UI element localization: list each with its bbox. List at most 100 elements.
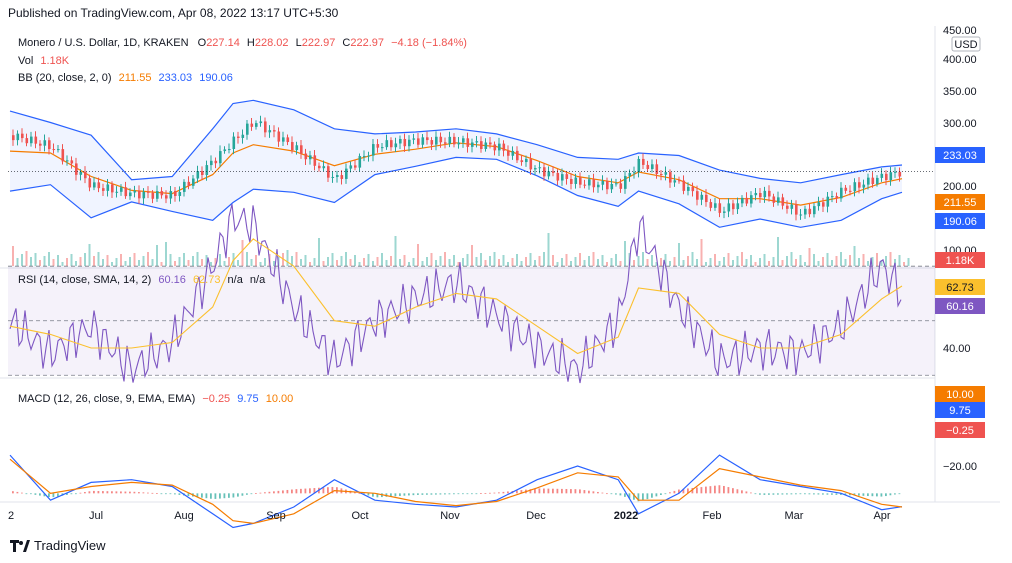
macd-axis[interactable]: −20.00 10.00 9.75 −0.25 — [935, 386, 985, 473]
candle-body — [804, 208, 807, 215]
price-axis[interactable]: 450.00400.00350.00300.00250.00200.00100.… — [935, 26, 985, 268]
candle-body — [97, 182, 101, 189]
footer-brand[interactable]: TradingView — [10, 538, 106, 553]
usd-unit-text: USD — [954, 39, 977, 51]
candle-body — [669, 172, 672, 183]
volume-bar — [138, 260, 140, 266]
price-badge: 1.18K — [935, 252, 985, 268]
vol-label: Vol — [18, 55, 33, 67]
macd-hist-bar — [673, 490, 676, 494]
volume-bar — [556, 262, 559, 266]
macd-hist-bar — [777, 493, 779, 495]
volume-bar — [732, 260, 734, 266]
candle-body — [637, 158, 641, 173]
macd-hist-bar — [322, 487, 325, 494]
macd-hist-bar — [781, 493, 784, 495]
candle-body — [331, 176, 335, 178]
candle-body — [336, 175, 339, 177]
macd-hist-bar — [309, 488, 311, 494]
volume-bar — [826, 253, 829, 266]
candle-body — [291, 142, 294, 151]
candle-body — [390, 140, 393, 148]
change-value: −4.18 (−1.84%) — [391, 37, 467, 49]
macd-pane[interactable] — [9, 454, 903, 529]
candle-body — [214, 160, 218, 164]
price-pane[interactable] — [8, 99, 935, 266]
price-tick-label: 350.00 — [943, 86, 977, 98]
candle-body — [142, 191, 146, 199]
macd-hist-bar — [687, 488, 689, 494]
volume-bar — [867, 261, 869, 266]
volume-bar — [498, 259, 500, 266]
candle-body — [484, 142, 488, 149]
rsi-axis[interactable]: 40.00 62.73 60.16 — [935, 279, 985, 355]
macd-hist-bar — [840, 493, 842, 495]
candle-body — [835, 196, 839, 199]
candle-body — [466, 138, 470, 147]
volume-bar — [804, 262, 806, 266]
volume-bar — [327, 257, 329, 266]
candle-body — [529, 158, 533, 170]
candle-body — [786, 205, 789, 209]
volume-bar — [781, 260, 784, 266]
price-tick-label: 200.00 — [943, 181, 977, 193]
candle-body — [232, 136, 236, 150]
macd-badge-text: 10.00 — [946, 389, 974, 401]
candle-body — [327, 166, 330, 178]
volume-bar — [147, 252, 149, 266]
volume-bar — [151, 259, 154, 266]
macd-hist-bar — [43, 493, 46, 497]
candle-body — [741, 197, 744, 204]
rsi-pane[interactable] — [8, 204, 935, 384]
candle-body — [453, 136, 456, 145]
time-axis[interactable]: 2 Jul Aug Sep Oct Nov Dec 2022 Feb Mar Apr — [8, 510, 891, 522]
candle-body — [444, 142, 447, 144]
macd-hist-bar — [633, 493, 635, 500]
volume-bar — [538, 256, 541, 266]
macd-badge-bg — [935, 386, 985, 402]
candle-body — [309, 155, 312, 160]
candle-body — [183, 181, 186, 192]
candle-body — [885, 173, 888, 181]
candle-body — [831, 196, 834, 198]
candle-body — [489, 142, 492, 145]
macd-hist-bar — [241, 493, 244, 496]
price-badge-text: 1.18K — [946, 255, 975, 267]
time-tick-label: Feb — [703, 510, 722, 522]
macd-histogram — [12, 485, 901, 502]
volume-bar — [813, 254, 815, 266]
price-badge: 233.03 — [935, 147, 985, 163]
volume-bar — [489, 256, 491, 266]
macd-hist-bar — [502, 491, 505, 494]
macd-hist-bar — [264, 492, 266, 494]
candle-body — [12, 135, 15, 141]
macd-hist-bar — [66, 493, 68, 495]
candle-body — [822, 202, 825, 207]
candle-body — [606, 180, 609, 190]
macd-hist-bar — [669, 492, 671, 494]
volume-bar — [822, 257, 824, 266]
candle-body — [565, 174, 569, 179]
macd-hist-bar — [219, 493, 221, 499]
candle-body — [84, 171, 87, 179]
volume-bar — [160, 262, 163, 266]
chart[interactable]: 450.00400.00350.00300.00250.00200.00100.… — [0, 26, 1012, 530]
volume-bar — [66, 258, 68, 266]
macd-hist-bar — [664, 493, 667, 495]
candle-body — [880, 173, 884, 178]
macd-hist-bar — [196, 493, 199, 498]
volume-bar — [840, 252, 842, 266]
macd-hist-bar — [768, 493, 770, 495]
macd-hist-bar — [498, 492, 500, 494]
volume-bar — [210, 262, 212, 266]
macd-line — [9, 454, 903, 529]
macd-hist-bar — [435, 493, 437, 495]
macd-badge: 9.75 — [935, 402, 985, 418]
volume-bar — [259, 262, 262, 266]
volume-bar — [363, 258, 365, 266]
price-badge-text: 190.06 — [943, 216, 977, 228]
macd-hist-bar — [678, 489, 680, 494]
volume-bar — [561, 258, 563, 266]
volume-bar — [610, 258, 613, 266]
candle-body — [511, 150, 515, 156]
